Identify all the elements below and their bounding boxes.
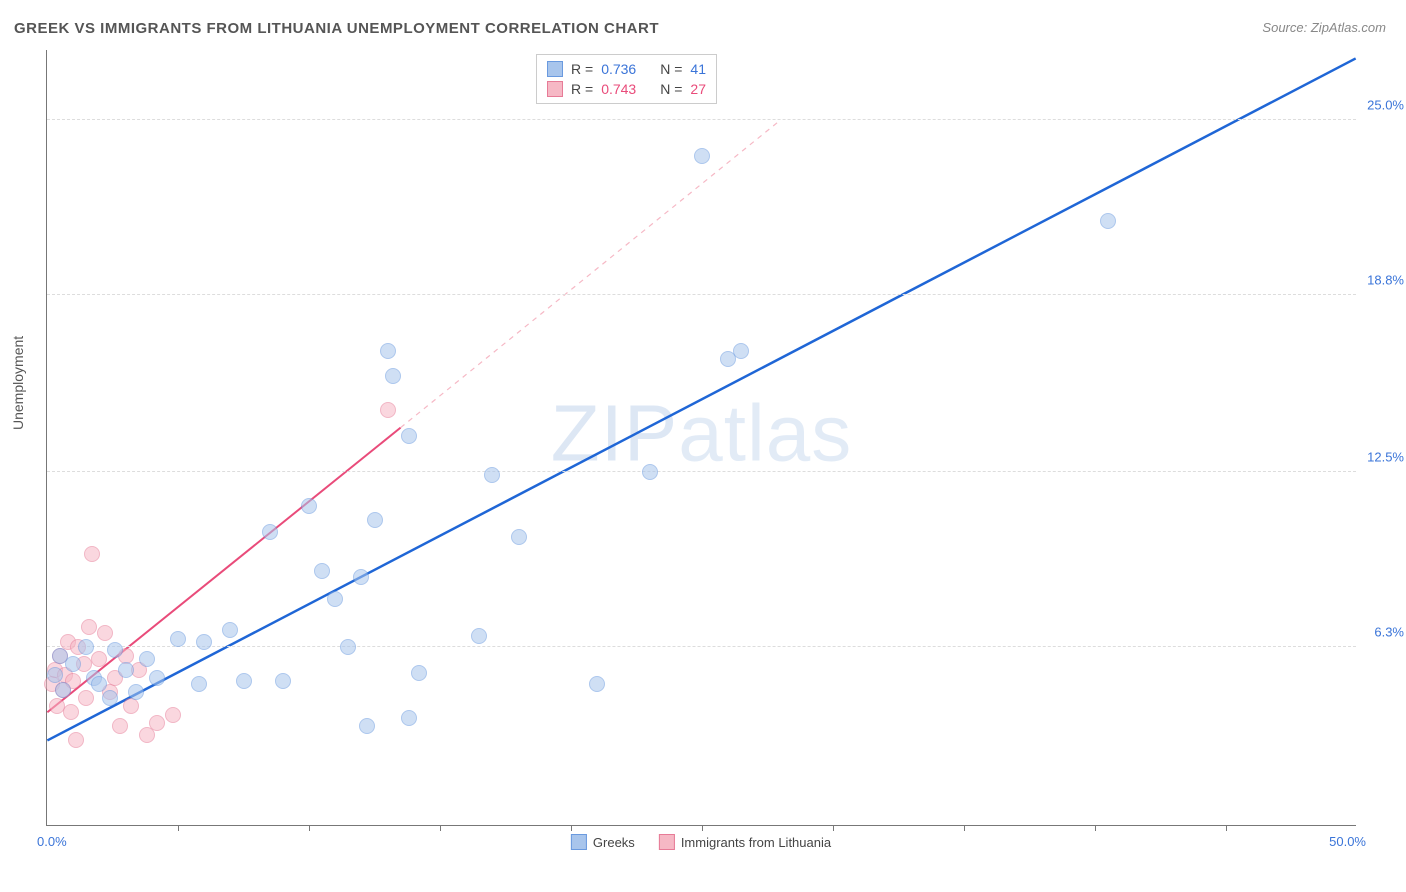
lithuania-point	[63, 704, 79, 720]
stats-r-value: 0.743	[601, 81, 636, 97]
legend-swatch	[571, 834, 587, 850]
greeks-point	[314, 563, 330, 579]
y-tick-label: 18.8%	[1360, 272, 1404, 287]
greeks-point	[733, 343, 749, 359]
lithuania-point	[68, 732, 84, 748]
legend-label: Greeks	[593, 835, 635, 850]
greeks-point	[55, 682, 71, 698]
x-tick	[178, 825, 179, 831]
greeks-point	[236, 673, 252, 689]
greeks-point	[149, 670, 165, 686]
lithuania-point	[81, 619, 97, 635]
stats-r-value: 0.736	[601, 61, 636, 77]
greeks-point	[484, 467, 500, 483]
lithuania-point	[112, 718, 128, 734]
lithuania-point	[91, 651, 107, 667]
stats-row: R = 0.736 N = 41	[547, 59, 706, 79]
x-max-label: 50.0%	[1329, 834, 1366, 849]
greeks-point	[359, 718, 375, 734]
greeks-point	[107, 642, 123, 658]
greeks-point	[191, 676, 207, 692]
legend: Greeks Immigrants from Lithuania	[571, 834, 831, 850]
greeks-point	[589, 676, 605, 692]
greeks-point	[196, 634, 212, 650]
lithuania-point	[97, 625, 113, 641]
x-tick	[702, 825, 703, 831]
stats-n-value: 27	[690, 81, 706, 97]
plot-region: ZIPatlas 6.3%12.5%18.8%25.0%0.0%50.0%	[46, 50, 1356, 826]
greeks-point	[91, 676, 107, 692]
stats-box: R = 0.736 N = 41 R = 0.743 N = 27	[536, 54, 717, 104]
lithuania-point	[380, 402, 396, 418]
greeks-point	[380, 343, 396, 359]
x-tick	[1095, 825, 1096, 831]
greeks-point	[367, 512, 383, 528]
y-axis-label: Unemployment	[10, 336, 26, 430]
greeks-point	[385, 368, 401, 384]
lithuania-point	[165, 707, 181, 723]
greeks-point	[511, 529, 527, 545]
greeks-point	[327, 591, 343, 607]
trend-line	[401, 120, 780, 427]
greeks-point	[642, 464, 658, 480]
trendlines-svg	[47, 50, 1356, 825]
x-tick	[440, 825, 441, 831]
greeks-point	[401, 428, 417, 444]
gridline-horizontal	[47, 119, 1356, 120]
greeks-point	[340, 639, 356, 655]
stats-n-label: N =	[660, 81, 682, 97]
source-attribution: Source: ZipAtlas.com	[1262, 20, 1386, 35]
y-tick-label: 25.0%	[1360, 97, 1404, 112]
greeks-point	[78, 639, 94, 655]
greeks-point	[471, 628, 487, 644]
x-origin-label: 0.0%	[37, 834, 67, 849]
x-tick	[1226, 825, 1227, 831]
greeks-point	[102, 690, 118, 706]
lithuania-point	[78, 690, 94, 706]
stats-r-label: R =	[571, 61, 593, 77]
greeks-point	[222, 622, 238, 638]
stats-swatch	[547, 61, 563, 77]
chart-title: GREEK VS IMMIGRANTS FROM LITHUANIA UNEMP…	[14, 20, 659, 37]
legend-item: Greeks	[571, 834, 635, 850]
y-tick-label: 6.3%	[1360, 625, 1404, 640]
greeks-point	[275, 673, 291, 689]
chart-area: ZIPatlas 6.3%12.5%18.8%25.0%0.0%50.0% R …	[46, 50, 1356, 826]
x-tick	[964, 825, 965, 831]
lithuania-point	[123, 698, 139, 714]
greeks-point	[411, 665, 427, 681]
greeks-point	[128, 684, 144, 700]
x-tick	[309, 825, 310, 831]
greeks-point	[1100, 213, 1116, 229]
greeks-point	[139, 651, 155, 667]
stats-n-label: N =	[660, 61, 682, 77]
greeks-point	[262, 524, 278, 540]
lithuania-point	[84, 546, 100, 562]
greeks-point	[694, 148, 710, 164]
greeks-point	[170, 631, 186, 647]
stats-swatch	[547, 81, 563, 97]
greeks-point	[301, 498, 317, 514]
gridline-horizontal	[47, 294, 1356, 295]
greeks-point	[401, 710, 417, 726]
greeks-point	[118, 662, 134, 678]
y-tick-label: 12.5%	[1360, 450, 1404, 465]
stats-r-label: R =	[571, 81, 593, 97]
x-tick	[833, 825, 834, 831]
source-label: Source:	[1262, 20, 1307, 35]
legend-label: Immigrants from Lithuania	[681, 835, 831, 850]
greeks-point	[65, 656, 81, 672]
legend-swatch	[659, 834, 675, 850]
lithuania-point	[149, 715, 165, 731]
source-value: ZipAtlas.com	[1311, 20, 1386, 35]
greeks-point	[353, 569, 369, 585]
stats-row: R = 0.743 N = 27	[547, 79, 706, 99]
legend-item: Immigrants from Lithuania	[659, 834, 831, 850]
gridline-horizontal	[47, 471, 1356, 472]
stats-n-value: 41	[690, 61, 706, 77]
gridline-horizontal	[47, 646, 1356, 647]
x-tick	[571, 825, 572, 831]
